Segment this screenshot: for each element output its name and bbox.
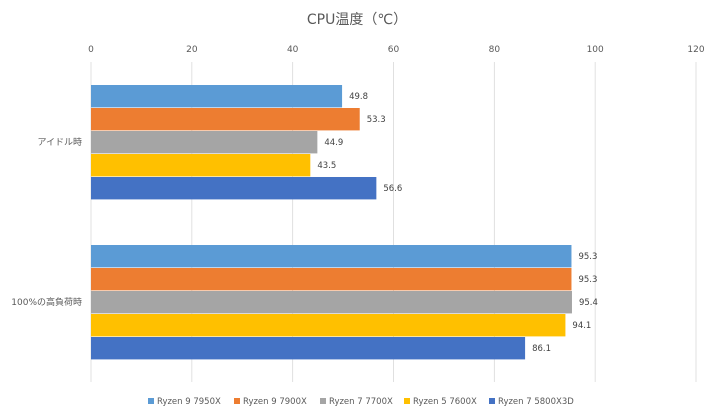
y-category-label: 100%の高負荷時 — [11, 296, 82, 308]
data-label: 43.5 — [317, 161, 336, 171]
data-labels: 49.8 53.3 44.9 43.5 56.6 95.3 95.3 95.4 94.1 86.1 — [317, 92, 598, 354]
bar — [91, 314, 566, 337]
legend-swatch — [404, 398, 410, 404]
data-label: 95.3 — [578, 275, 597, 285]
legend-entry: Ryzen 9 7900X — [243, 397, 307, 407]
legend-swatch — [489, 398, 495, 404]
x-axis-ticks: 0 20 40 60 80 100 120 — [88, 45, 705, 55]
data-label: 86.1 — [532, 344, 551, 354]
x-tick-label: 0 — [88, 45, 94, 55]
data-label: 56.6 — [383, 184, 402, 194]
legend-swatch — [234, 398, 240, 404]
legend-entry: Ryzen 9 7950X — [157, 397, 221, 407]
x-tick-label: 60 — [388, 45, 400, 55]
chart-title: CPU温度（℃） — [307, 12, 407, 28]
legend-swatch — [148, 398, 154, 404]
bars — [91, 85, 572, 360]
data-label: 44.9 — [324, 138, 343, 148]
data-label: 49.8 — [349, 92, 368, 102]
x-tick-label: 40 — [287, 45, 299, 55]
bar — [91, 291, 572, 314]
x-tick-label: 100 — [587, 45, 604, 55]
legend-entry: Ryzen 7 7700X — [329, 397, 393, 407]
bar — [91, 85, 343, 108]
legend-entry: Ryzen 7 5800X3D — [498, 397, 574, 407]
bar — [91, 154, 311, 177]
y-category-label: アイドル時 — [37, 137, 82, 148]
bar — [91, 245, 572, 268]
x-tick-label: 120 — [687, 45, 704, 55]
data-label: 95.3 — [578, 252, 597, 262]
legend-entry: Ryzen 5 7600X — [413, 397, 477, 407]
data-label: 94.1 — [572, 321, 591, 331]
data-label: 95.4 — [579, 298, 598, 308]
legend-swatch — [320, 398, 326, 404]
bar — [91, 268, 572, 291]
x-tick-label: 20 — [186, 45, 198, 55]
bar — [91, 177, 377, 200]
bar — [91, 131, 318, 154]
data-label: 53.3 — [367, 115, 386, 125]
bar — [91, 337, 526, 360]
y-axis-categories: アイドル時 100%の高負荷時 — [11, 137, 82, 308]
legend: Ryzen 9 7950X Ryzen 9 7900X Ryzen 7 7700X R… — [148, 397, 574, 407]
bar — [91, 108, 360, 131]
x-tick-label: 80 — [489, 45, 501, 55]
